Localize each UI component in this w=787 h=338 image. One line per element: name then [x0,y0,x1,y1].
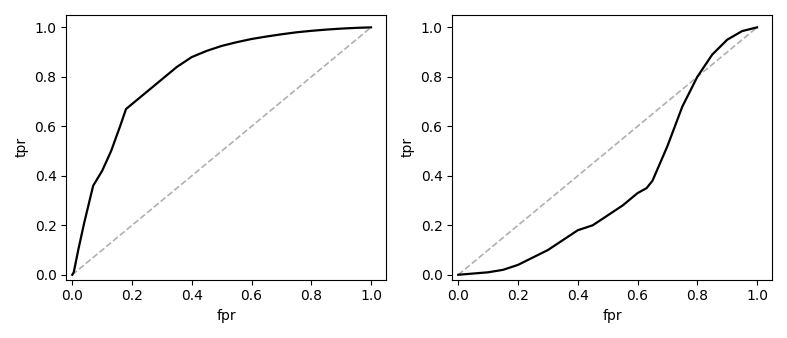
X-axis label: fpr: fpr [216,309,236,323]
Y-axis label: tpr: tpr [15,137,29,158]
X-axis label: fpr: fpr [602,309,622,323]
Y-axis label: tpr: tpr [401,137,415,158]
